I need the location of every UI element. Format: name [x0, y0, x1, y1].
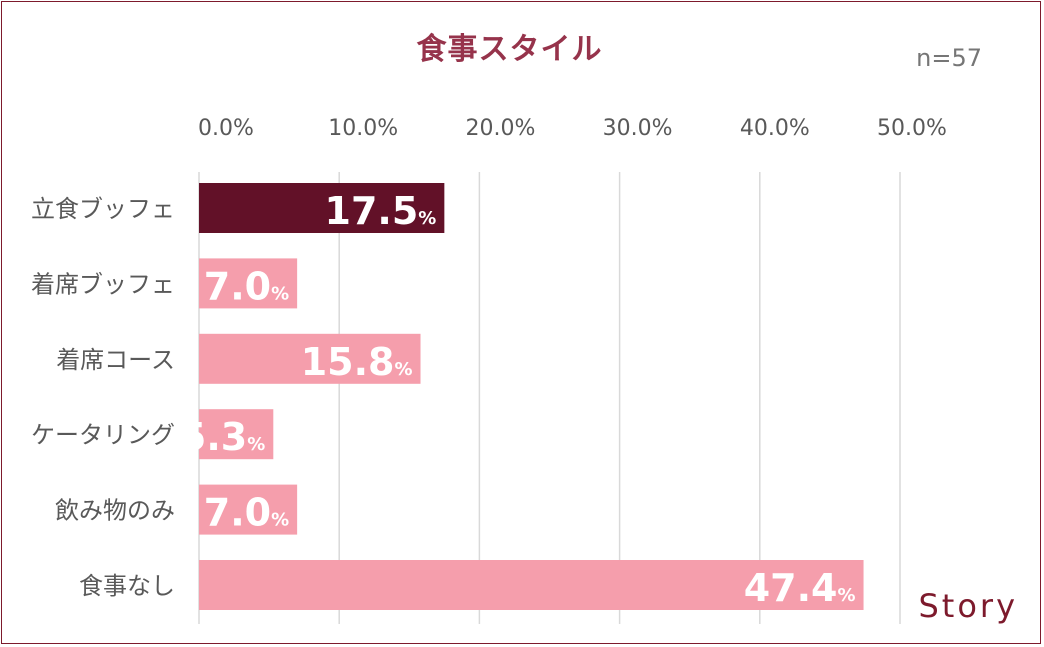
sample-size-note: n=57 — [916, 44, 982, 72]
x-tick-label: 50.0% — [877, 116, 947, 141]
brand-logo: Story — [918, 587, 1018, 625]
category-label: 着席コース — [56, 346, 175, 374]
data-label: 47.4% — [744, 566, 856, 610]
bar — [199, 333, 421, 384]
data-label: 15.8% — [301, 340, 413, 384]
x-tick-label: 10.0% — [328, 116, 398, 141]
category-label: 立食ブッフェ — [31, 195, 175, 223]
data-label: 17.5% — [325, 189, 437, 233]
x-tick-label: 20.0% — [465, 116, 535, 141]
bar — [199, 183, 445, 233]
category-label: ケータリング — [31, 421, 175, 449]
category-label: 食事なし — [79, 572, 175, 600]
x-tick-label: 0.0% — [198, 116, 254, 141]
category-label: 着席ブッフェ — [31, 270, 175, 298]
chart-title: 食事スタイル — [416, 32, 603, 67]
bar — [199, 560, 864, 610]
bar — [199, 484, 298, 535]
bar — [199, 409, 274, 460]
x-tick-label: 40.0% — [740, 116, 810, 141]
x-tick-label: 30.0% — [603, 116, 673, 141]
bar — [199, 258, 298, 309]
category-label: 飲み物のみ — [55, 497, 175, 525]
